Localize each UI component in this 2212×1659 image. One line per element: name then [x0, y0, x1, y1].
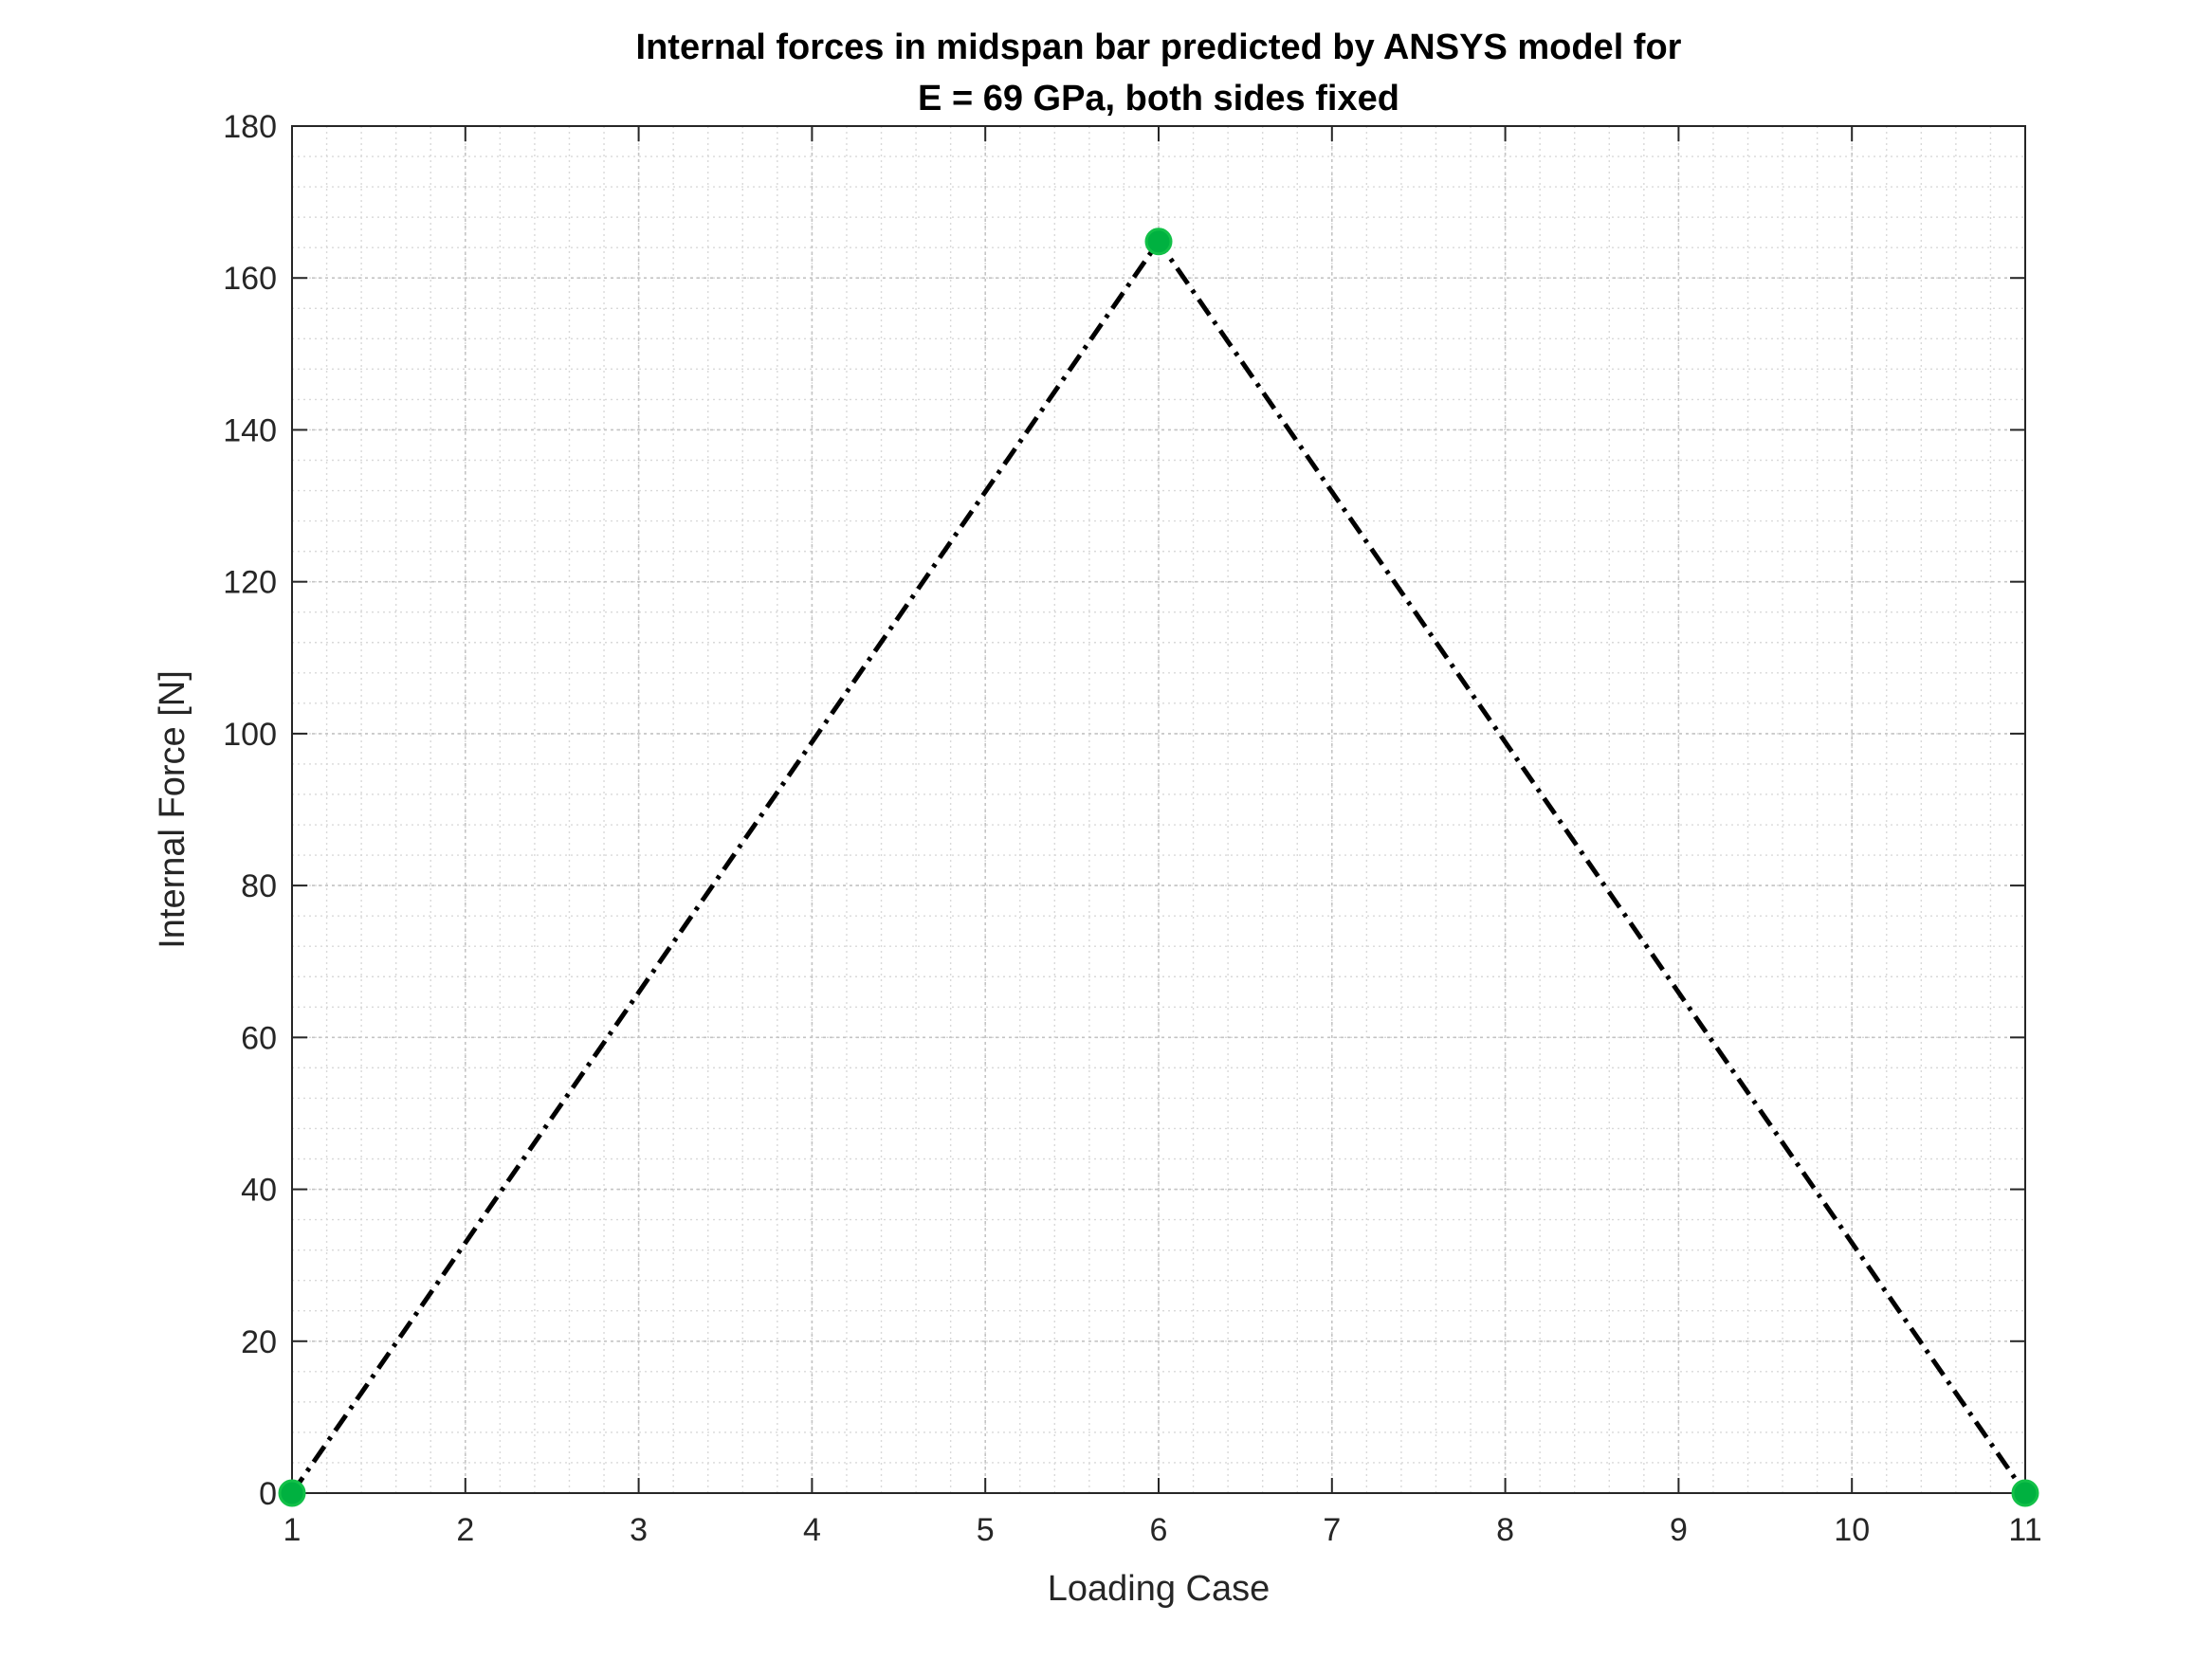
x-tick-label: 1 — [283, 1512, 302, 1548]
chart-title-line-2: E = 69 GPa, both sides fixed — [918, 79, 1399, 118]
plot-area — [278, 125, 2039, 1507]
axes-box — [291, 125, 2026, 1494]
y-tick-labels: 0 20 40 60 80 100 120 140 160 180 — [223, 109, 277, 1512]
y-tick-label: 80 — [241, 868, 277, 904]
x-tick-label: 5 — [977, 1512, 995, 1548]
x-tick-label: 4 — [803, 1512, 821, 1548]
x-tick-label: 6 — [1150, 1512, 1168, 1548]
y-tick-label: 140 — [223, 412, 277, 448]
x-tick-label: 9 — [1670, 1512, 1688, 1548]
x-tick-label: 10 — [1834, 1512, 1870, 1548]
y-tick-label: 180 — [223, 109, 277, 145]
grid — [291, 125, 2026, 1494]
data-point-marker — [1144, 228, 1173, 256]
x-tick-label: 11 — [2008, 1512, 2041, 1548]
chart-title-line-1: Internal forces in midspan bar predicted… — [636, 27, 1682, 67]
y-tick-label: 40 — [241, 1173, 277, 1209]
x-axis-label: Loading Case — [1048, 1569, 1271, 1609]
y-tick-label: 20 — [241, 1324, 277, 1360]
x-tick-label: 7 — [1323, 1512, 1341, 1548]
y-tick-label: 120 — [223, 565, 277, 601]
data-point-marker — [2011, 1479, 2039, 1507]
y-axis-label: Internal Force [N] — [153, 670, 192, 949]
y-tick-label: 160 — [223, 261, 277, 297]
y-tick-label: 100 — [223, 717, 277, 753]
x-tick-label: 2 — [456, 1512, 474, 1548]
x-tick-labels: 1 2 3 4 5 6 7 8 9 10 11 — [283, 1512, 2042, 1548]
x-tick-label: 3 — [630, 1512, 648, 1548]
y-tick-label: 60 — [241, 1020, 277, 1056]
x-tick-label: 8 — [1496, 1512, 1514, 1548]
y-tick-label: 0 — [259, 1476, 277, 1512]
marker-layer — [278, 228, 2039, 1507]
data-point-marker — [278, 1479, 306, 1507]
